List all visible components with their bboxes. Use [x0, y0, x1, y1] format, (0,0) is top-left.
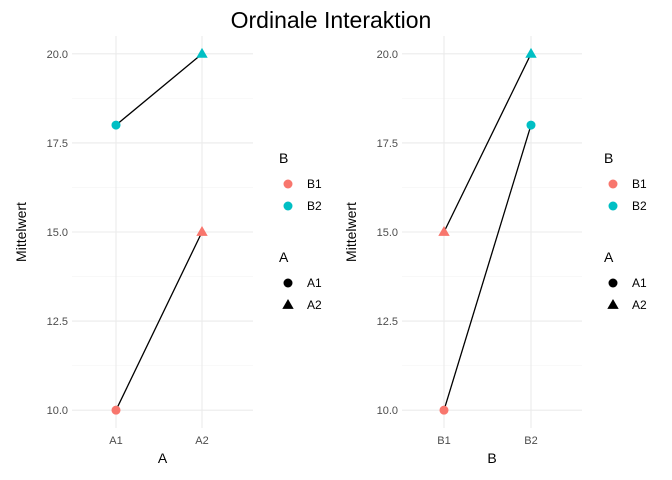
data-point	[196, 47, 208, 58]
y-tick-label: 10.0	[377, 405, 398, 417]
y-tick-label: 20.0	[47, 49, 68, 61]
data-point	[525, 47, 537, 58]
legend-title: B	[279, 150, 288, 166]
data-point	[439, 405, 449, 415]
legend-label: B2	[307, 199, 322, 213]
panel-a: 10.0 12.5 15.0 17.5 20.0 A1 A2 A Mittelwert B B1 B2…	[13, 36, 322, 466]
y-tick-label: 15.0	[377, 227, 398, 239]
legend-key	[608, 201, 618, 211]
legend-title: B	[604, 150, 613, 166]
data-point	[111, 405, 121, 415]
series-line	[443, 124, 532, 411]
x-axis-title: A	[158, 450, 168, 466]
legend-key	[608, 179, 618, 189]
legend-label: B2	[632, 199, 647, 213]
legend-a: A A1 A2	[604, 249, 647, 312]
data-point	[438, 226, 450, 236]
legend-key	[283, 179, 293, 189]
x-tick-label: B1	[437, 435, 450, 447]
grid	[402, 36, 582, 428]
grid	[72, 36, 253, 428]
series-line	[115, 231, 203, 411]
data-point	[526, 120, 536, 130]
legend-key	[283, 201, 293, 211]
chart-title: Ordinale Interaktion	[231, 7, 432, 33]
y-tick-label: 17.5	[377, 138, 398, 150]
y-tick-label: 17.5	[47, 138, 68, 150]
legend-label: A1	[632, 276, 647, 290]
legend-key	[283, 278, 293, 288]
legend-label: A1	[307, 276, 322, 290]
y-tick-label: 12.5	[47, 316, 68, 328]
legend-key	[608, 278, 618, 288]
legend-title: A	[604, 249, 614, 265]
x-axis-title: B	[487, 450, 496, 466]
legend-label: A2	[307, 298, 322, 312]
x-tick-label: B2	[524, 435, 537, 447]
legend-key	[607, 299, 619, 309]
y-tick-label: 20.0	[377, 49, 398, 61]
y-axis-title: Mittelwert	[13, 202, 29, 262]
panel-b: 10.0 12.5 15.0 17.5 20.0 B1 B2 B Mittelwert B B1 B2…	[343, 36, 647, 466]
y-axis-title: Mittelwert	[343, 202, 359, 262]
series-line	[115, 53, 203, 126]
legend-label: B1	[307, 177, 322, 191]
legend-b: B B1 B2	[604, 150, 647, 213]
legend-title: A	[279, 249, 289, 265]
legend-a: A A1 A2	[279, 249, 322, 312]
y-tick-label: 10.0	[47, 405, 68, 417]
legend-key	[282, 299, 294, 309]
x-tick-label: A2	[195, 435, 208, 447]
x-tick-label: A1	[109, 435, 122, 447]
y-tick-label: 12.5	[377, 316, 398, 328]
data-point	[196, 226, 208, 236]
y-tick-label: 15.0	[47, 227, 68, 239]
legend-label: B1	[632, 177, 647, 191]
legend-b: B B1 B2	[279, 150, 322, 213]
data-point	[111, 120, 121, 130]
legend-label: A2	[632, 298, 647, 312]
series-line	[443, 53, 532, 233]
